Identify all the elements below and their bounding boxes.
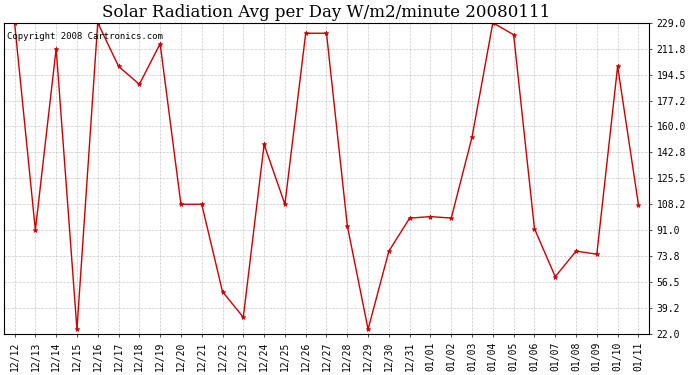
Text: Copyright 2008 Cartronics.com: Copyright 2008 Cartronics.com [8, 32, 164, 41]
Title: Solar Radiation Avg per Day W/m2/minute 20080111: Solar Radiation Avg per Day W/m2/minute … [102, 4, 551, 21]
